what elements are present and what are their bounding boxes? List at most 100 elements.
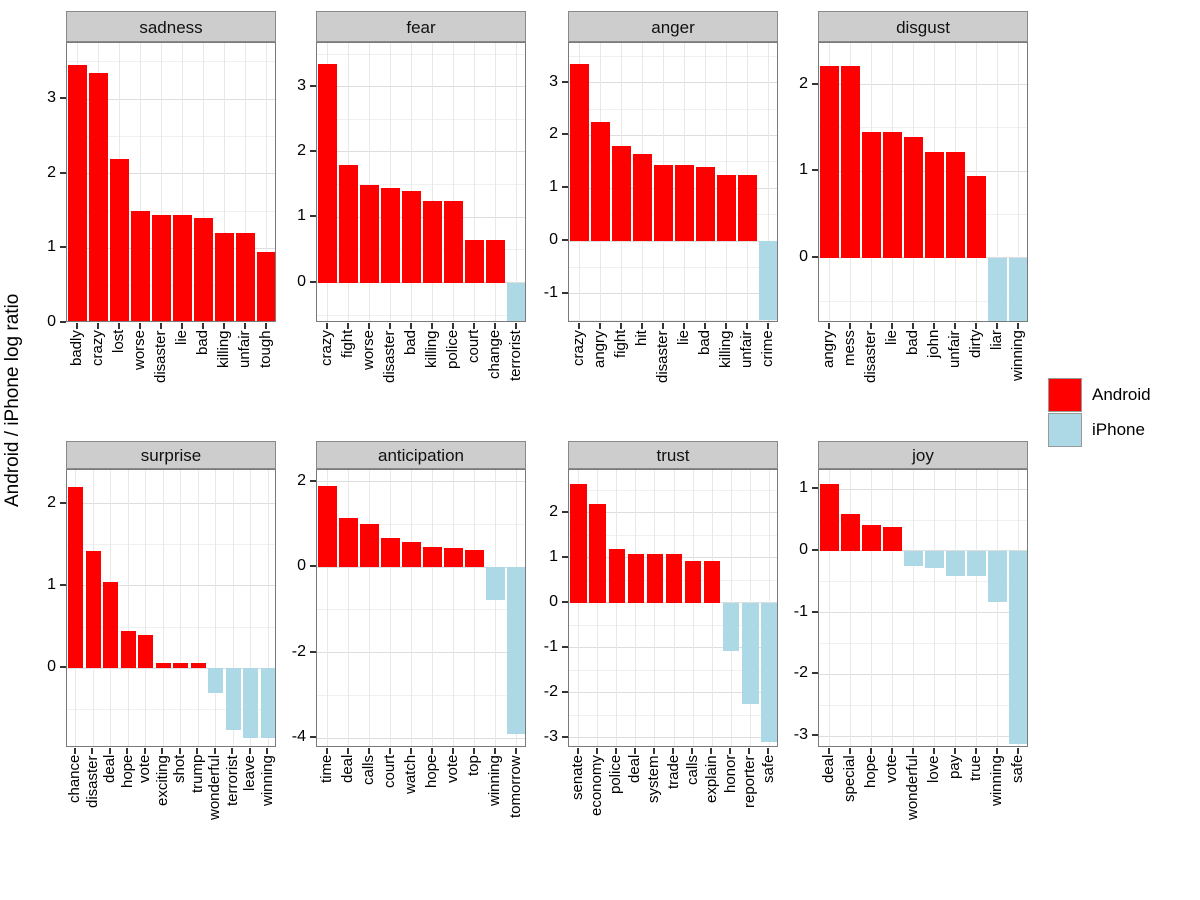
x-tick-label: vote	[444, 755, 461, 784]
gridline-vertical	[369, 43, 370, 321]
gridline-minor	[67, 61, 275, 63]
x-tick-mark	[264, 323, 267, 329]
x-tick-mark	[409, 323, 412, 329]
x-tick-label: angry	[591, 330, 608, 368]
gridline-major	[317, 86, 525, 88]
gridline-vertical	[266, 43, 267, 321]
x-tick-label: bad	[402, 330, 419, 356]
facet-title: fear	[316, 11, 526, 42]
y-tick-label: 1	[799, 161, 808, 179]
x-tick-label: watch	[402, 755, 419, 795]
gridline-major	[317, 737, 525, 739]
x-tick-label: deal	[626, 755, 644, 784]
x-tick-label: worse	[131, 330, 148, 371]
x-tick-mark	[767, 748, 770, 754]
y-tick-label: -2	[543, 682, 558, 700]
bar-police	[444, 200, 463, 283]
y-tick-label: -3	[543, 727, 558, 745]
gridline-major	[569, 293, 777, 295]
bar-wonderful	[208, 668, 224, 693]
bar-dirty	[967, 175, 986, 258]
facet-title: surprise	[66, 441, 276, 469]
facet-anger: anger -1 0 1 2 3 crazy angry fight hit disaster lie…	[524, 11, 778, 420]
bar-calls	[360, 524, 379, 568]
x-tick-label: unfair	[738, 330, 755, 368]
facet-plot-area	[66, 469, 276, 747]
gridline-vertical	[453, 470, 454, 746]
y-tick-label: 2	[297, 471, 306, 489]
gridline-minor	[317, 523, 525, 525]
y-tick-label: 0	[799, 247, 808, 265]
gridline-major	[67, 247, 275, 249]
y-tick-label: -2	[291, 642, 306, 660]
y-tick-mark	[60, 666, 66, 669]
facet-plot-area	[818, 42, 1028, 322]
bar-senate	[570, 484, 587, 603]
x-tick-mark	[117, 323, 120, 329]
gridline-minor	[569, 55, 777, 57]
gridline-major	[819, 170, 1027, 172]
y-tick-label: 0	[297, 557, 306, 575]
x-tick-label: love	[925, 755, 942, 783]
gridline-minor	[819, 643, 1027, 645]
x-tick-mark	[932, 323, 935, 329]
x-tick-mark	[827, 323, 830, 329]
x-tick-label: dirty	[967, 330, 984, 359]
x-tick-mark	[953, 748, 956, 754]
y-tick-mark	[310, 84, 316, 87]
facet-sadness: sadness 0 1 2 3 badly crazy lost worse disaster li…	[22, 11, 276, 420]
bar-lie	[173, 214, 192, 321]
gridline-major	[569, 602, 777, 604]
x-tick-label: winning	[988, 755, 1005, 806]
bar-hope	[862, 524, 881, 551]
x-tick-label: john	[925, 330, 942, 359]
y-tick-mark	[562, 735, 568, 738]
gridline-minor	[569, 214, 777, 216]
x-tick-label: reporter	[740, 755, 758, 808]
x-tick-mark	[266, 748, 269, 754]
facet-title: disgust	[818, 11, 1028, 42]
x-tick-mark	[180, 323, 183, 329]
x-tick-label: terrorist	[223, 755, 241, 806]
x-tick-label: lie	[675, 330, 692, 346]
x-tick-mark	[995, 748, 998, 754]
y-tick-mark	[562, 133, 568, 136]
y-tick-label: 2	[549, 502, 558, 520]
gridline-major	[569, 187, 777, 189]
x-tick-label: trump	[188, 755, 206, 794]
x-tick-mark	[640, 323, 643, 329]
bar-terrorist	[225, 668, 241, 730]
bar-special	[841, 513, 860, 551]
bar-worse	[131, 211, 150, 321]
bar-reporter	[742, 602, 759, 704]
gridline-vertical	[516, 43, 517, 321]
gridline-vertical	[711, 470, 713, 746]
gridline-vertical	[934, 470, 935, 746]
x-tick-label: badly	[68, 330, 85, 366]
facet-title: joy	[818, 441, 1028, 469]
x-tick-mark	[126, 748, 129, 754]
bar-honor	[723, 602, 740, 652]
bar-angry	[591, 122, 610, 242]
y-tick-mark	[60, 321, 66, 323]
x-tick-label: terrorist	[507, 330, 524, 381]
gridline-minor	[819, 581, 1027, 583]
bar-winning	[260, 668, 275, 739]
x-tick-mark	[514, 323, 517, 329]
gridline-vertical	[495, 43, 496, 321]
y-tick-label: -2	[793, 664, 808, 682]
gridline-minor	[819, 704, 1027, 706]
gridline-vertical	[145, 470, 147, 746]
y-tick-label: 0	[549, 231, 558, 249]
gridline-major	[317, 481, 525, 483]
x-tick-mark	[91, 748, 94, 754]
bar-hit	[633, 153, 652, 242]
gridline-vertical	[578, 470, 580, 746]
facet-surprise: surprise 0 1 2 chance disaster deal hope vote exc…	[22, 441, 276, 869]
x-tick-label: top	[465, 755, 482, 776]
x-tick-label: court	[465, 330, 482, 364]
y-tick-mark	[310, 565, 316, 568]
gridline-minor	[819, 214, 1027, 216]
bar-unfair	[236, 233, 255, 321]
gridline-vertical	[127, 470, 129, 746]
